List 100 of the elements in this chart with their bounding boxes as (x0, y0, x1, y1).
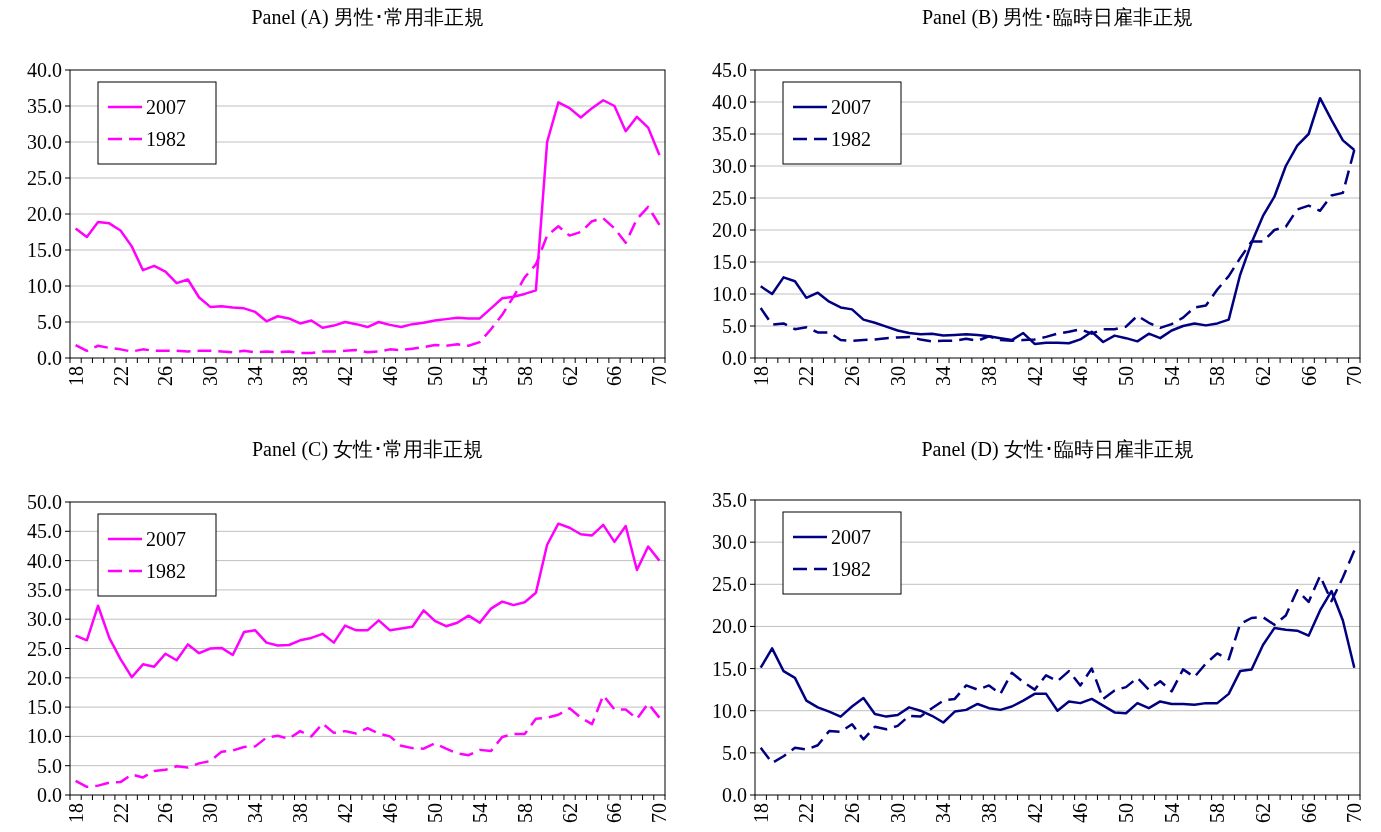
y-tick-label: 45.0 (27, 520, 62, 543)
x-tick-label: 54 (1160, 366, 1183, 386)
x-tick-label: 66 (1297, 366, 1320, 386)
x-tick-label: 38 (978, 803, 1001, 823)
chart-title: Panel (C) 女性･常用非正規 (251, 438, 484, 461)
x-tick-label: 58 (1206, 366, 1229, 386)
y-tick-label: 40.0 (712, 91, 747, 113)
x-tick-label: 30 (199, 803, 222, 823)
y-tick-label: 35.0 (27, 95, 62, 117)
x-tick-label: 22 (795, 366, 818, 386)
x-tick-label: 70 (1343, 803, 1366, 823)
y-tick-label: 10.0 (27, 275, 62, 297)
x-tick-label: 22 (109, 803, 132, 823)
x-tick-label: 62 (1251, 366, 1274, 386)
x-tick-label: 70 (648, 803, 671, 823)
x-tick-label: 26 (841, 366, 864, 386)
y-tick-label: 20.0 (712, 615, 747, 638)
x-tick-label: 30 (886, 366, 909, 386)
x-tick-label: 42 (334, 366, 357, 386)
x-tick-label: 38 (289, 366, 312, 386)
x-tick-label: 34 (932, 366, 955, 386)
y-tick-label: 30.0 (712, 531, 747, 554)
x-tick-label: 22 (109, 366, 132, 386)
x-tick-label: 18 (64, 803, 87, 823)
x-tick-label: 54 (468, 366, 491, 386)
x-tick-label: 30 (886, 803, 909, 823)
x-tick-label: 50 (1114, 366, 1137, 386)
legend-label: 1982 (831, 128, 871, 150)
x-tick-label: 42 (1023, 366, 1046, 386)
y-tick-label: 35.0 (712, 489, 747, 511)
chart-title: Panel (D) 女性･臨時日雇非正規 (921, 438, 1194, 461)
x-tick-label: 70 (648, 366, 671, 386)
y-tick-label: 30.0 (27, 131, 62, 153)
x-tick-label: 18 (64, 366, 87, 386)
x-tick-label: 38 (978, 366, 1001, 386)
legend-label: 2007 (146, 96, 186, 118)
y-tick-label: 5.0 (722, 741, 747, 764)
x-tick-label: 50 (423, 366, 446, 386)
x-tick-label: 58 (513, 366, 536, 386)
y-tick-label: 40.0 (27, 549, 62, 572)
chart-title: Panel (B) 男性･臨時日雇非正規 (921, 6, 1194, 29)
y-tick-label: 5.0 (722, 315, 747, 337)
y-tick-label: 20.0 (27, 666, 62, 689)
y-tick-label: 35.0 (712, 123, 747, 145)
x-tick-label: 46 (378, 366, 401, 386)
x-tick-label: 50 (423, 803, 446, 823)
y-tick-label: 10.0 (712, 283, 747, 305)
x-tick-label: 46 (378, 803, 401, 823)
y-tick-label: 15.0 (27, 239, 62, 261)
x-tick-label: 50 (1114, 803, 1137, 823)
x-tick-label: 30 (199, 366, 222, 386)
x-tick-label: 34 (244, 803, 267, 823)
x-tick-label: 46 (1069, 366, 1092, 386)
y-tick-label: 15.0 (712, 657, 747, 680)
y-tick-label: 0.0 (37, 784, 62, 806)
x-tick-label: 66 (603, 803, 626, 823)
x-tick-label: 34 (932, 803, 955, 823)
x-tick-label: 26 (841, 803, 864, 823)
y-tick-label: 35.0 (27, 578, 62, 601)
y-tick-label: 0.0 (722, 347, 747, 369)
y-tick-label: 20.0 (27, 203, 62, 225)
x-tick-label: 26 (154, 803, 177, 823)
x-tick-label: 26 (154, 366, 177, 386)
y-tick-label: 25.0 (712, 573, 747, 596)
y-tick-label: 0.0 (722, 784, 747, 806)
x-tick-label: 58 (1206, 803, 1229, 823)
chart-title: Panel (A) 男性･常用非正規 (251, 6, 484, 29)
x-tick-label: 62 (558, 366, 581, 386)
y-tick-label: 5.0 (37, 754, 62, 777)
x-tick-label: 18 (749, 803, 772, 823)
y-tick-label: 15.0 (712, 251, 747, 273)
legend-label: 1982 (831, 558, 871, 580)
y-tick-label: 20.0 (712, 219, 747, 241)
x-tick-label: 18 (749, 366, 772, 386)
y-tick-label: 45.0 (712, 59, 747, 81)
x-tick-label: 54 (1160, 803, 1183, 823)
y-tick-label: 50.0 (27, 491, 62, 513)
x-tick-label: 54 (468, 803, 491, 823)
x-tick-label: 22 (795, 803, 818, 823)
y-tick-label: 25.0 (712, 187, 747, 209)
y-tick-label: 30.0 (27, 608, 62, 631)
legend-label: 1982 (146, 128, 186, 150)
legend-label: 2007 (146, 528, 186, 550)
y-tick-label: 10.0 (712, 699, 747, 722)
legend-label: 2007 (831, 96, 871, 118)
legend-label: 2007 (831, 526, 871, 548)
x-tick-label: 42 (1023, 803, 1046, 823)
x-tick-label: 66 (1297, 803, 1320, 823)
legend-label: 1982 (146, 560, 186, 582)
y-tick-label: 30.0 (712, 155, 747, 177)
x-tick-label: 42 (334, 803, 357, 823)
y-tick-label: 15.0 (27, 696, 62, 719)
y-tick-label: 25.0 (27, 167, 62, 189)
y-tick-label: 5.0 (37, 311, 62, 333)
y-tick-label: 0.0 (37, 347, 62, 369)
x-tick-label: 70 (1343, 366, 1366, 386)
x-tick-label: 38 (289, 803, 312, 823)
y-tick-label: 10.0 (27, 725, 62, 748)
y-tick-label: 25.0 (27, 637, 62, 660)
x-tick-label: 58 (513, 803, 536, 823)
